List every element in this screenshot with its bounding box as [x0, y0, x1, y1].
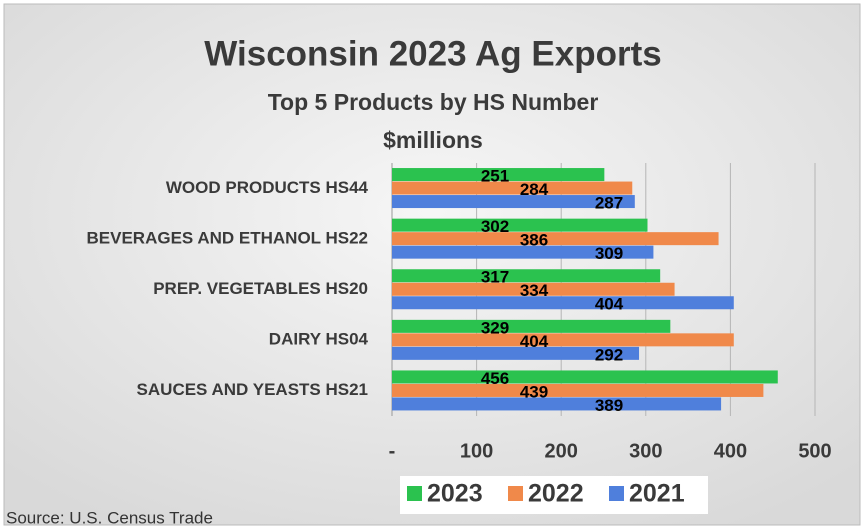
- bar: [392, 245, 654, 259]
- unit-label: $millions: [383, 127, 483, 153]
- data-label: 329: [481, 318, 509, 337]
- data-label: 317: [481, 268, 509, 287]
- bar: [392, 232, 719, 246]
- legend-swatch: [407, 486, 422, 501]
- y-tick-label: PREP. VEGETABLES HS20: [153, 279, 368, 298]
- data-label: 334: [520, 281, 549, 300]
- bar: [392, 195, 635, 209]
- y-tick-label: BEVERAGES AND ETHANOL HS22: [87, 228, 369, 247]
- bar: [392, 168, 605, 182]
- legend-label: 2021: [629, 480, 685, 508]
- data-label: 309: [595, 244, 623, 263]
- legend-label: 2022: [528, 480, 584, 508]
- y-tick-label: WOOD PRODUCTS HS44: [166, 178, 369, 197]
- x-tick-label: -: [389, 440, 396, 462]
- bar: [392, 383, 764, 397]
- data-label: 284: [520, 180, 549, 199]
- data-label: 389: [595, 396, 623, 415]
- x-tick-label: 300: [629, 440, 662, 462]
- chart-subtitle: Top 5 Products by HS Number: [268, 89, 599, 115]
- bar: [392, 296, 734, 310]
- legend-swatch: [609, 486, 624, 501]
- data-label: 287: [595, 194, 623, 213]
- bar: [392, 333, 734, 347]
- bar: [392, 218, 648, 232]
- x-tick-label: 200: [545, 440, 578, 462]
- bar: [392, 319, 671, 333]
- bar: [392, 346, 640, 360]
- x-tick-label: 100: [460, 440, 493, 462]
- bar: [392, 282, 675, 296]
- x-tick-label: 400: [714, 440, 747, 462]
- source-note: Source: U.S. Census Trade: [6, 508, 213, 527]
- bar: [392, 181, 633, 195]
- data-label: 404: [595, 295, 624, 314]
- data-label: 404: [520, 332, 549, 351]
- legend-box: [400, 476, 708, 514]
- y-tick-label: DAIRY HS04: [269, 330, 369, 349]
- data-label: 456: [481, 369, 509, 388]
- bar: [392, 397, 722, 411]
- data-label: 251: [481, 167, 509, 186]
- bar: [392, 370, 778, 384]
- data-label: 292: [595, 345, 623, 364]
- legend-label: 2023: [427, 480, 483, 508]
- legend-swatch: [508, 486, 523, 501]
- chart-title: Wisconsin 2023 Ag Exports: [204, 34, 661, 73]
- data-label: 302: [481, 217, 509, 236]
- bar: [392, 269, 661, 283]
- x-tick-label: 500: [798, 440, 831, 462]
- data-label: 439: [520, 382, 548, 401]
- data-label: 386: [520, 231, 548, 250]
- y-tick-label: SAUCES AND YEASTS HS21: [137, 380, 368, 399]
- chart-background: [3, 3, 861, 526]
